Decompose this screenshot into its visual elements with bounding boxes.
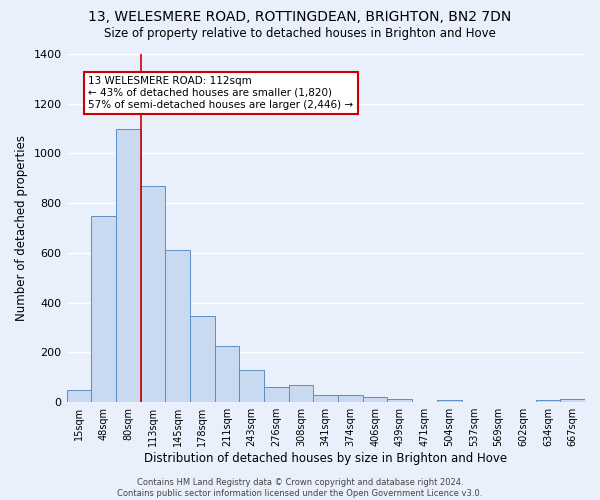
Text: 13, WELESMERE ROAD, ROTTINGDEAN, BRIGHTON, BN2 7DN: 13, WELESMERE ROAD, ROTTINGDEAN, BRIGHTO…	[88, 10, 512, 24]
Bar	[437, 400, 461, 402]
Bar	[560, 399, 585, 402]
Bar	[116, 128, 140, 402]
Bar	[190, 316, 215, 402]
Bar	[289, 386, 313, 402]
Y-axis label: Number of detached properties: Number of detached properties	[15, 135, 28, 321]
Bar	[338, 395, 363, 402]
X-axis label: Distribution of detached houses by size in Brighton and Hove: Distribution of detached houses by size …	[144, 452, 508, 465]
Bar	[67, 390, 91, 402]
Bar	[140, 186, 165, 402]
Bar	[264, 388, 289, 402]
Bar	[165, 250, 190, 402]
Text: 13 WELESMERE ROAD: 112sqm
← 43% of detached houses are smaller (1,820)
57% of se: 13 WELESMERE ROAD: 112sqm ← 43% of detac…	[88, 76, 353, 110]
Bar	[91, 216, 116, 402]
Bar	[215, 346, 239, 402]
Bar	[363, 397, 388, 402]
Bar	[313, 394, 338, 402]
Bar	[239, 370, 264, 402]
Bar	[388, 399, 412, 402]
Text: Contains HM Land Registry data © Crown copyright and database right 2024.
Contai: Contains HM Land Registry data © Crown c…	[118, 478, 482, 498]
Bar	[536, 400, 560, 402]
Text: Size of property relative to detached houses in Brighton and Hove: Size of property relative to detached ho…	[104, 28, 496, 40]
